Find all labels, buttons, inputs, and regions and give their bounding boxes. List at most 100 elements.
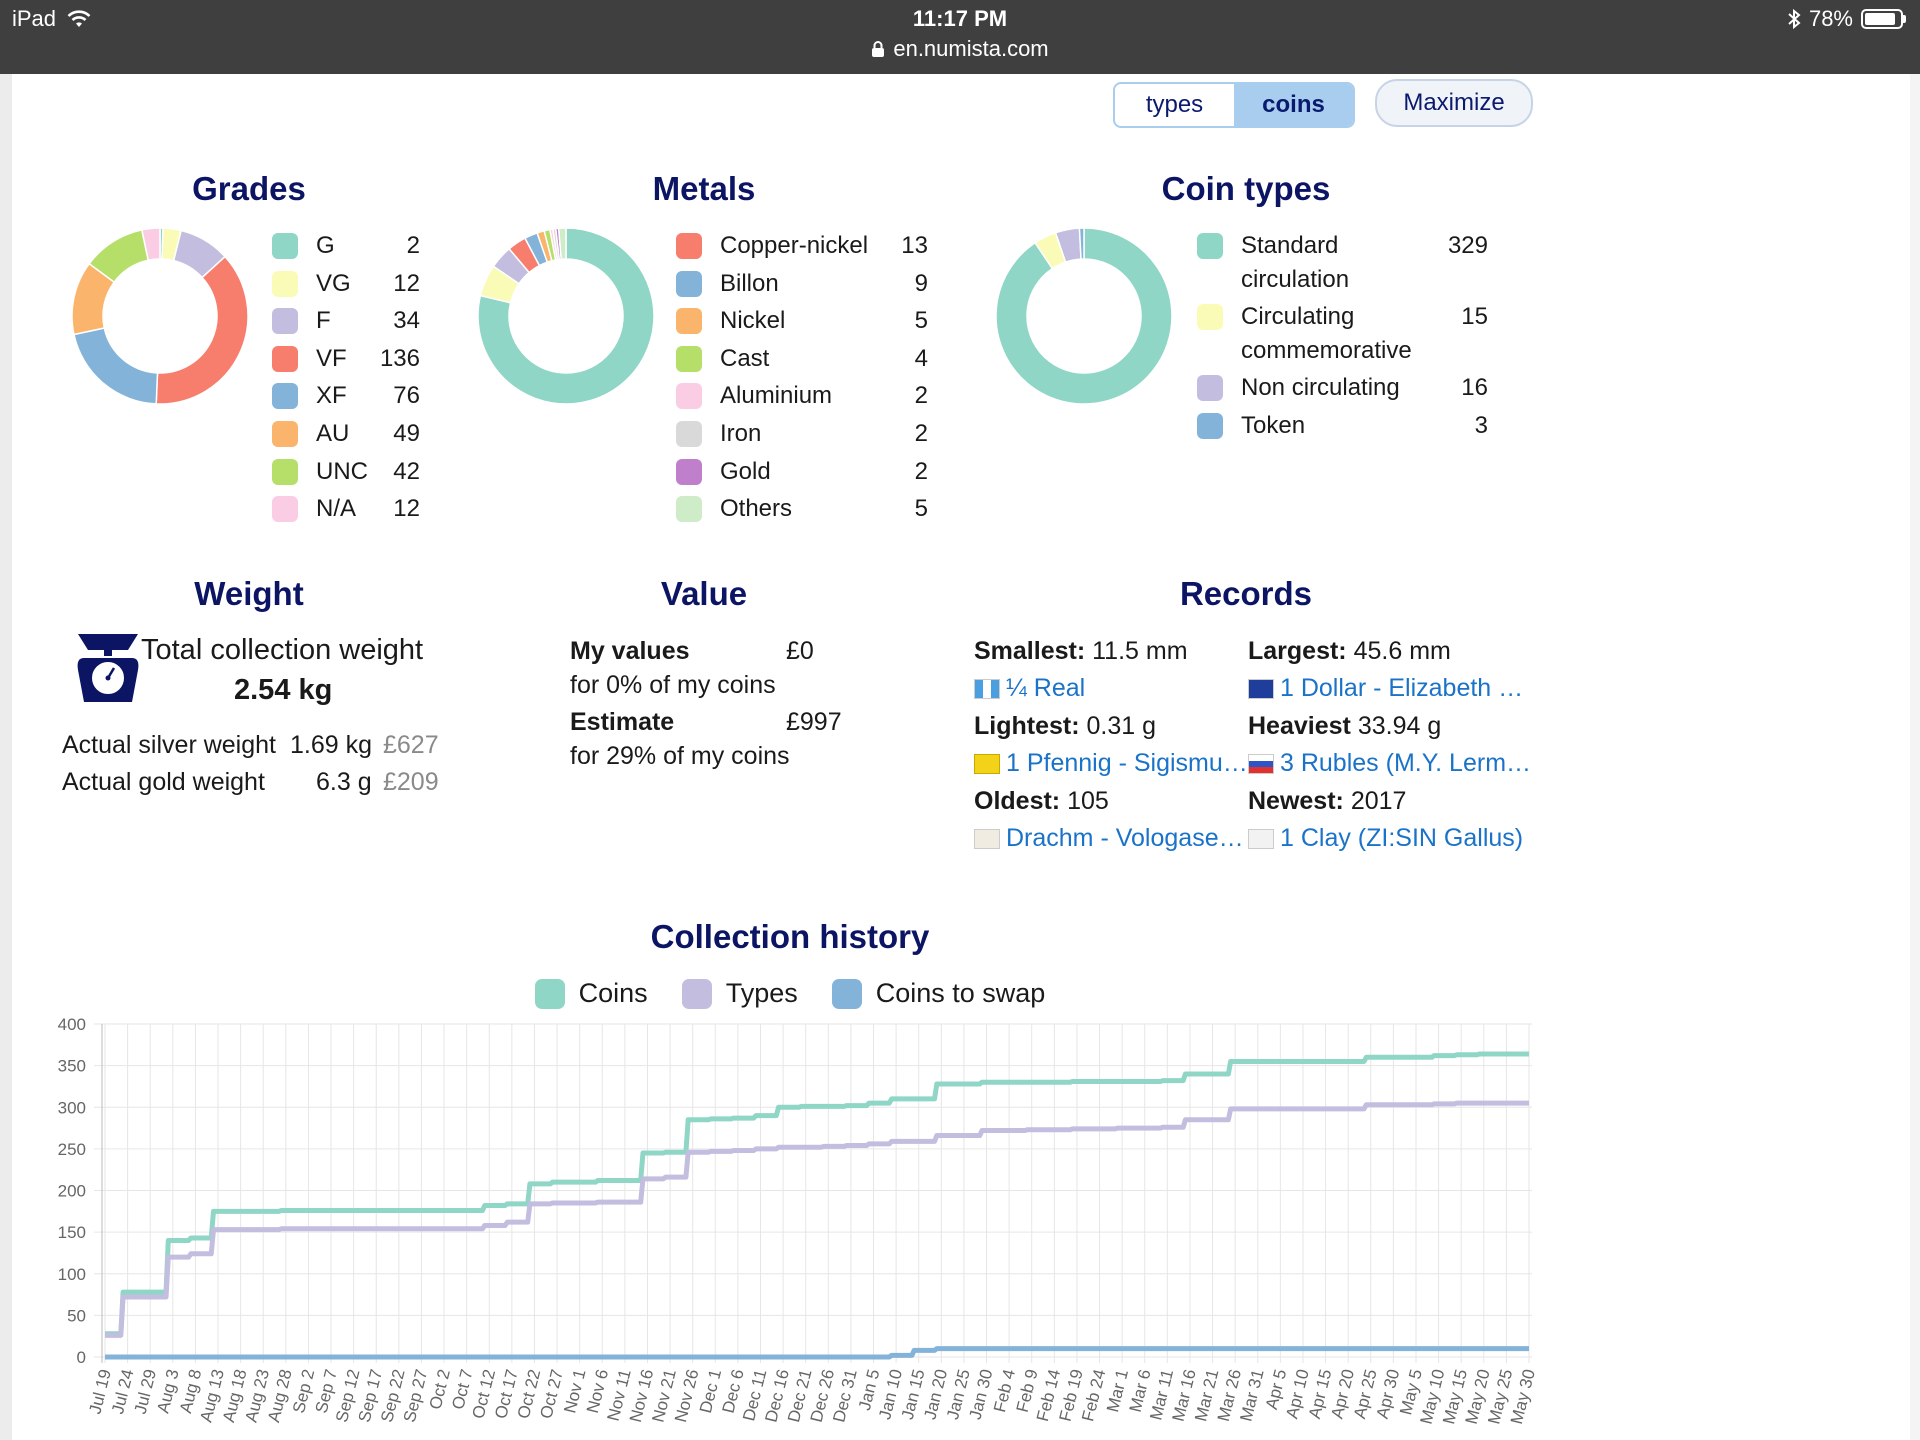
coin-types-legend-item[interactable]: Token 3 <box>1197 409 1488 443</box>
grades-legend-item[interactable]: F 34 <box>272 304 420 338</box>
y-tick-label: 50 <box>67 1306 86 1325</box>
total-weight-label: Total collection weight <box>141 634 424 666</box>
legend-label: Token <box>1241 411 1306 439</box>
legend-value: 2 <box>914 382 928 410</box>
y-tick-label: 350 <box>58 1057 86 1076</box>
legend-label: Cast <box>720 344 770 372</box>
coin-types-legend-item[interactable]: Circulating commemorative 15 <box>1197 300 1488 368</box>
record-lightest: Lightest: 0.31 g <box>974 712 1157 740</box>
silver-weight-price: £627 <box>383 731 439 759</box>
legend-swatch <box>676 308 702 335</box>
metals-legend-item[interactable]: Iron 2 <box>676 417 928 451</box>
legend-value: 4 <box>914 344 928 372</box>
legend-label: G <box>316 232 335 259</box>
silver-weight-label: Actual silver weight <box>62 731 276 759</box>
record-largest: Largest: 45.6 mm <box>1248 637 1451 665</box>
y-tick-label: 100 <box>58 1265 86 1284</box>
legend-value: 2 <box>914 420 928 447</box>
legend-label: AU <box>316 420 350 447</box>
estimate-label: Estimate <box>570 708 675 736</box>
metals-legend-item[interactable]: Billon 9 <box>676 267 928 301</box>
history-legend-item[interactable]: Types <box>681 978 798 1009</box>
toggle-coins[interactable]: coins <box>1234 84 1353 126</box>
maximize-button[interactable]: Maximize <box>1375 79 1533 127</box>
record-heaviest: Heaviest 33.94 g <box>1248 712 1442 740</box>
metals-slice <box>477 227 655 405</box>
legend-swatch <box>676 496 702 523</box>
grades-legend-item[interactable]: AU 49 <box>272 417 420 451</box>
estimate-sub: for 29% of my coins <box>570 742 790 770</box>
metals-legend-item[interactable]: Nickel 5 <box>676 304 928 338</box>
legend-swatch <box>676 345 702 372</box>
y-tick-label: 400 <box>58 1015 86 1034</box>
legend-label: Others <box>720 495 793 523</box>
grades-slice <box>73 327 159 405</box>
legend-value: 12 <box>393 495 420 523</box>
legend-value: 49 <box>393 420 420 447</box>
page-left-edge <box>0 74 12 1440</box>
legend-label: Coins <box>578 978 648 1008</box>
series-line-coins-to-swap <box>105 1346 1529 1360</box>
parthia-flag-icon <box>974 829 1000 849</box>
record-newest-link[interactable]: 1 Clay (ZI:SIN Gallus) <box>1248 824 1523 853</box>
legend-label: Aluminium <box>720 382 833 410</box>
coin-types-legend-item[interactable]: Standard circulation 329 <box>1197 229 1488 297</box>
legend-value: 15 <box>1461 303 1488 330</box>
legend-swatch <box>676 458 702 485</box>
coin-types-legend-item[interactable]: Non circulating 16 <box>1197 371 1488 405</box>
grades-legend-item[interactable]: VG 12 <box>272 267 420 301</box>
legend-swatch <box>1197 304 1223 330</box>
metals-legend-item[interactable]: Aluminium 2 <box>676 379 928 413</box>
types-coins-toggle[interactable]: types coins <box>1113 82 1355 128</box>
record-lightest-link[interactable]: 1 Pfennig - Sigismu… <box>974 749 1248 778</box>
guatemala-flag-icon <box>974 679 1000 699</box>
battery-percent: 78% <box>1808 6 1853 31</box>
legend-swatch <box>272 496 298 523</box>
collection-history-title: Collection history <box>650 918 930 955</box>
my-values-sub: for 0% of my coins <box>570 671 776 699</box>
legend-value: 76 <box>393 382 420 410</box>
address-bar[interactable]: en.numista.com <box>0 36 1920 62</box>
legend-swatch <box>676 233 702 259</box>
legend-swatch <box>272 458 298 485</box>
gold-weight-value: 6.3 g <box>316 768 372 796</box>
metals-legend-item[interactable]: Gold 2 <box>676 455 928 489</box>
grades-legend-item[interactable]: VF 136 <box>272 342 420 376</box>
grades-legend-item[interactable]: UNC 42 <box>272 455 420 489</box>
history-legend-item[interactable]: Coins to swap <box>831 978 1045 1009</box>
metals-legend-item[interactable]: Cast 4 <box>676 342 928 376</box>
records-title: Records <box>1179 575 1313 612</box>
legend-swatch <box>676 421 702 447</box>
metals-legend-item[interactable]: Others 5 <box>676 492 928 526</box>
legend-label: Nickel <box>720 307 786 335</box>
record-largest-link[interactable]: 1 Dollar - Elizabeth … <box>1248 674 1523 703</box>
legend-swatch <box>272 383 298 410</box>
legend-swatch <box>534 978 565 1009</box>
gold-weight-price: £209 <box>383 768 439 796</box>
grades-legend-item[interactable]: XF 76 <box>272 379 420 413</box>
legend-swatch <box>1197 412 1223 439</box>
legend-label: UNC <box>316 457 368 485</box>
grades-slice <box>155 255 249 405</box>
record-oldest-link[interactable]: Drachm - Vologase… <box>974 824 1244 853</box>
record-smallest-link[interactable]: ¼ Real <box>974 674 1085 703</box>
toggle-types[interactable]: types <box>1145 91 1204 118</box>
legend-swatch <box>272 345 298 372</box>
legend-value: 34 <box>393 307 420 335</box>
bluetooth-icon <box>1788 8 1801 30</box>
my-values-label: My values <box>570 637 690 665</box>
silver-weight-value: 1.69 kg <box>290 731 373 759</box>
legend-swatch <box>681 978 712 1009</box>
legend-swatch <box>272 308 298 335</box>
history-legend-item[interactable]: Coins <box>534 978 648 1009</box>
metals-legend-item[interactable]: Copper-nickel 13 <box>676 229 928 263</box>
grades-legend-item[interactable]: N/A 12 <box>272 492 420 526</box>
record-heaviest-link[interactable]: 3 Rubles (M.Y. Lerm… <box>1248 749 1531 778</box>
legend-label: VF <box>316 344 347 372</box>
device-name: iPad <box>12 6 57 31</box>
scale-icon <box>77 634 139 702</box>
battery-level-fill <box>1865 13 1895 25</box>
grades-slice <box>140 227 161 262</box>
